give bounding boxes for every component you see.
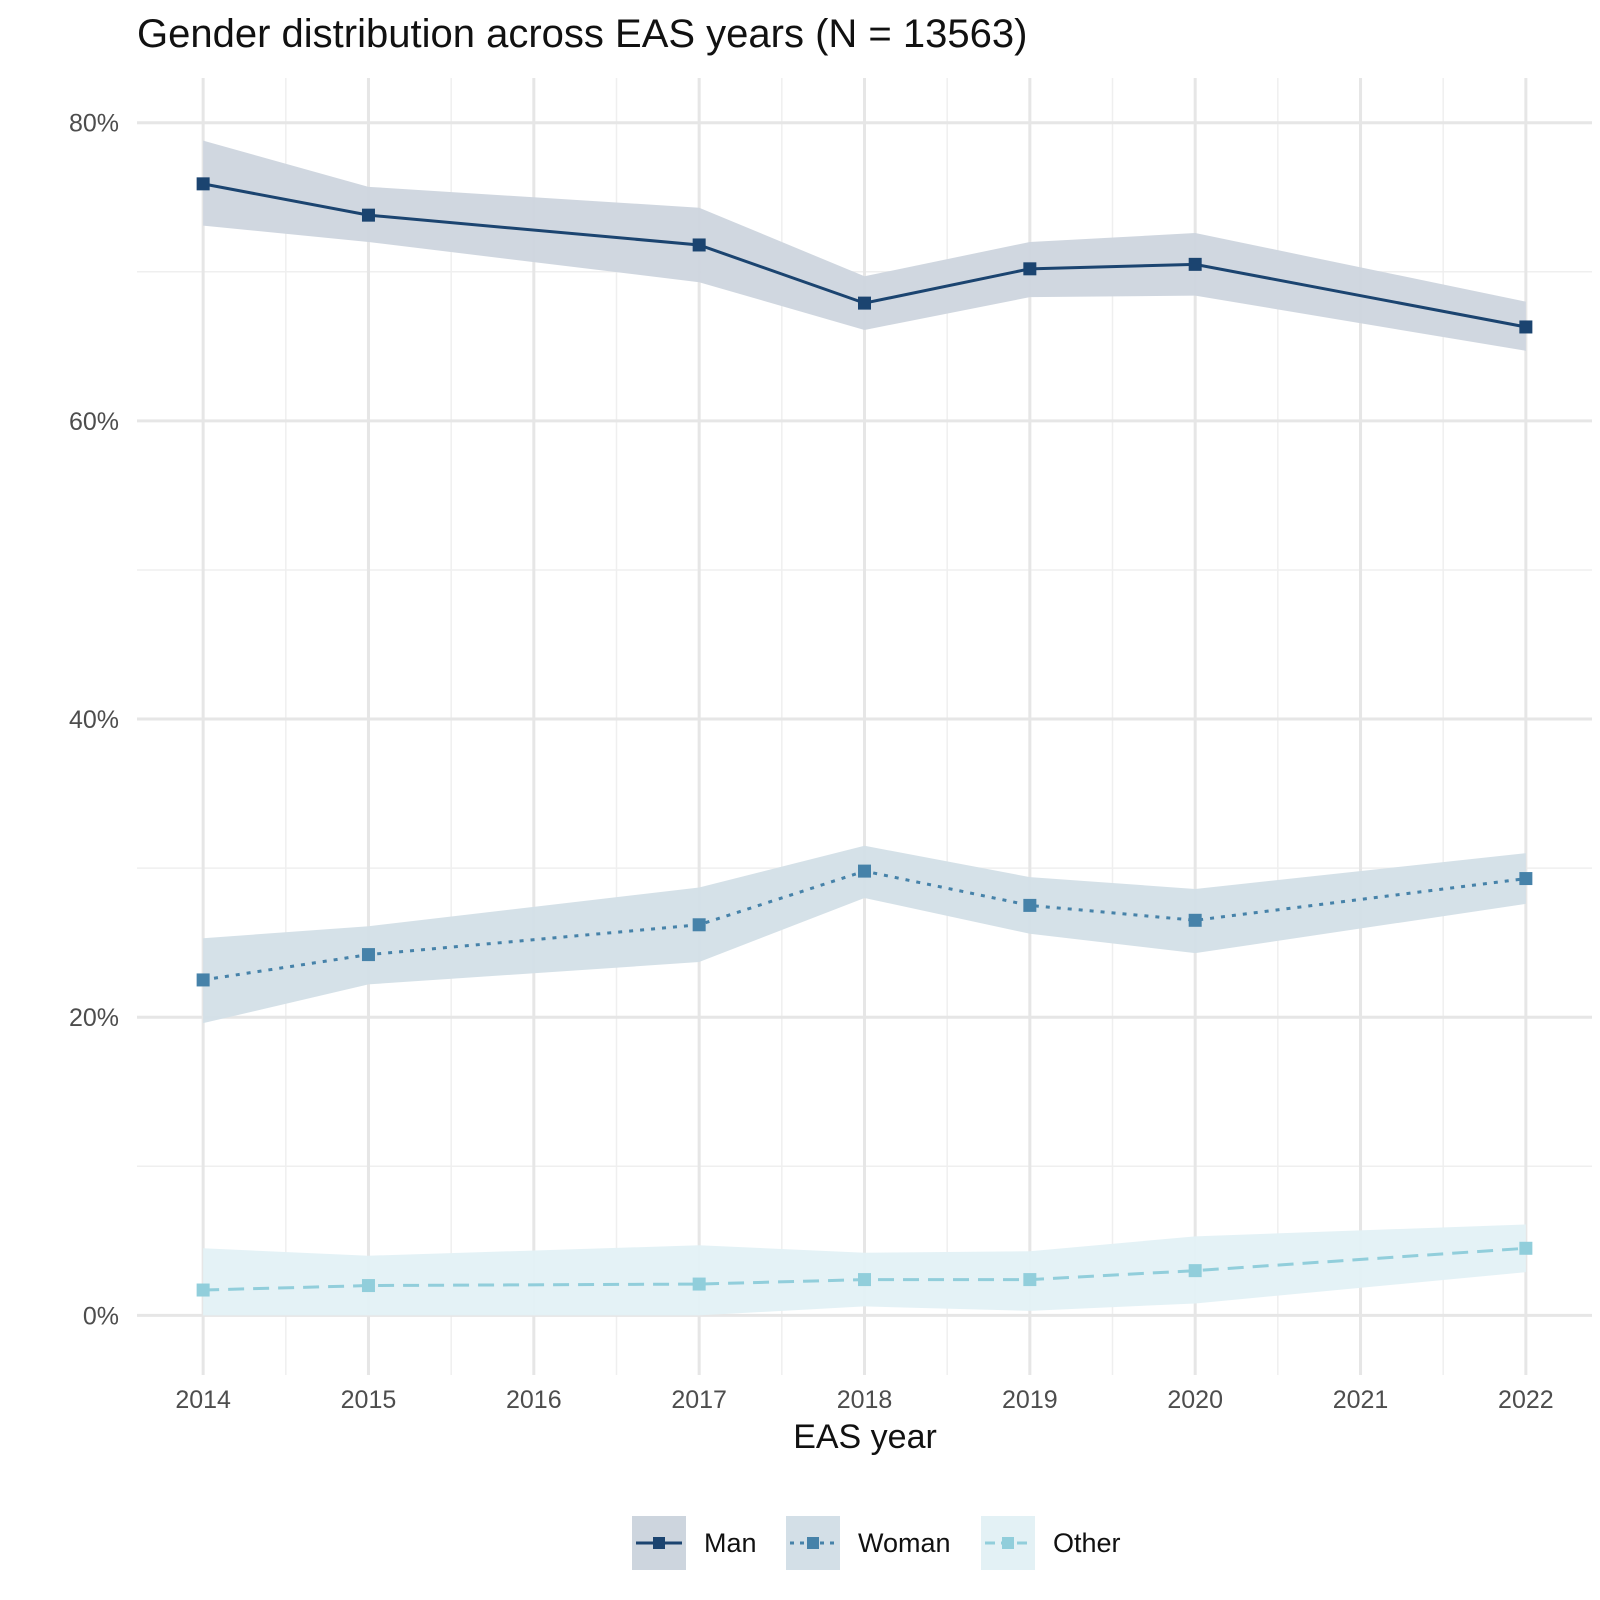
legend-label: Woman	[858, 1528, 951, 1558]
legend-key-marker	[653, 1537, 665, 1549]
legend: Man Woman Other	[632, 1516, 1121, 1570]
data-point-man	[692, 238, 706, 252]
x-tick-label: 2017	[671, 1386, 727, 1414]
data-point-woman	[361, 948, 375, 962]
x-tick-label: 2015	[341, 1386, 397, 1414]
y-tick-label: 0%	[83, 1302, 119, 1330]
confidence-band-other	[203, 1224, 1526, 1316]
data-point-man	[361, 208, 375, 222]
y-tick-label: 20%	[69, 1004, 119, 1032]
data-point-man	[1519, 320, 1533, 334]
chart-title: Gender distribution across EAS years (N …	[137, 12, 1028, 56]
legend-label: Man	[704, 1528, 757, 1558]
x-tick-label: 2019	[1002, 1386, 1058, 1414]
data-point-woman	[858, 864, 871, 878]
x-tick-label: 2022	[1498, 1386, 1554, 1414]
axis-labels: 0% 20% 40% 60% 80% 2014 2015 2016 2017 2018 2019 20…	[69, 110, 1554, 1414]
legend-key-marker	[1002, 1537, 1014, 1549]
data-point-other	[196, 1283, 210, 1297]
x-tick-label: 2021	[1333, 1386, 1389, 1414]
legend-item-woman: Woman	[786, 1516, 951, 1570]
x-tick-label: 2016	[506, 1386, 562, 1414]
data-point-man	[858, 296, 871, 310]
legend-label: Other	[1053, 1528, 1121, 1558]
legend-item-other: Other	[981, 1516, 1121, 1570]
data-point-woman	[1519, 872, 1533, 886]
x-tick-label: 2020	[1167, 1386, 1223, 1414]
data-point-man	[196, 177, 210, 191]
series-lines	[196, 177, 1533, 1297]
data-point-woman	[1023, 898, 1037, 912]
data-point-woman	[692, 918, 706, 932]
data-point-other	[361, 1279, 375, 1293]
data-point-man	[1188, 257, 1202, 271]
data-point-woman	[1188, 913, 1202, 927]
x-tick-label: 2018	[837, 1386, 893, 1414]
data-point-other	[692, 1277, 706, 1291]
x-tick-label: 2014	[175, 1386, 231, 1414]
data-point-other	[1188, 1264, 1202, 1278]
data-point-other	[858, 1273, 871, 1287]
y-tick-label: 40%	[69, 706, 119, 734]
data-point-other	[1519, 1241, 1533, 1255]
legend-item-man: Man	[632, 1516, 757, 1570]
legend-key-marker	[807, 1537, 819, 1549]
data-point-man	[1023, 262, 1037, 276]
data-point-woman	[196, 973, 210, 987]
y-tick-label: 60%	[69, 408, 119, 436]
confidence-band-woman	[203, 845, 1526, 1024]
data-point-other	[1023, 1273, 1037, 1287]
x-axis-title: EAS year	[793, 1418, 937, 1456]
y-tick-label: 80%	[69, 110, 119, 138]
